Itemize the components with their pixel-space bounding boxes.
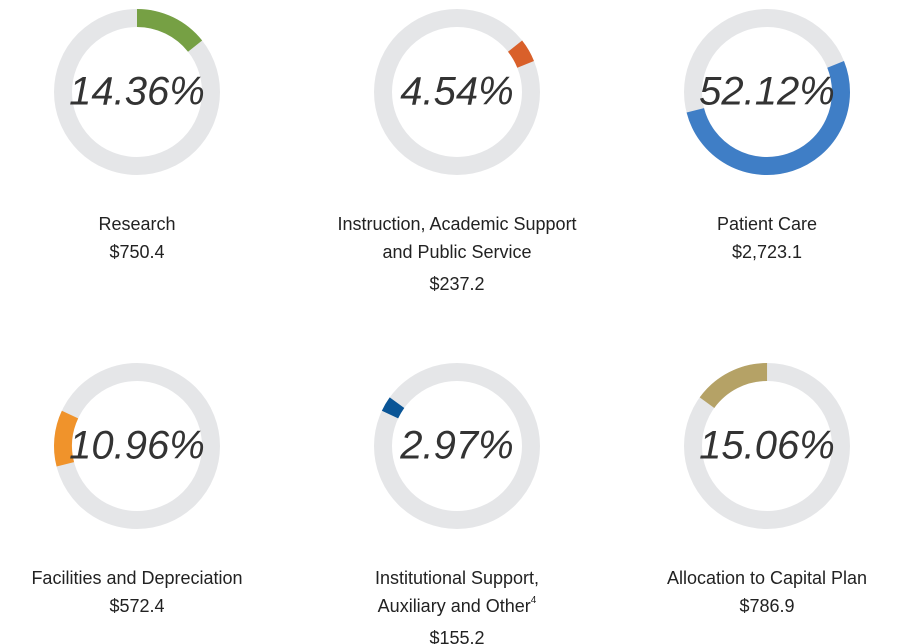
amount-label: $572.4 [109,596,164,616]
percent-label: 14.36% [69,70,205,114]
category-label: and Public Service [382,242,531,262]
category-label: Facilities and Depreciation [31,568,242,588]
donut-track [374,363,540,529]
category-label: Patient Care [717,214,817,234]
label-text: Patient Care [717,214,817,234]
donut-segment [136,9,203,52]
donut-segment [507,40,534,68]
label-text: Facilities and Depreciation [31,568,242,588]
percent-label: 15.06% [699,424,835,468]
footnote-mark: 4 [531,595,537,606]
donut-segment [699,362,768,409]
label-text: Instruction, Academic Support [337,214,576,234]
category-label: Allocation to Capital Plan [667,568,867,588]
amount-label: $155.2 [429,628,484,644]
percent-label: 4.54% [400,70,513,114]
category-label: Instruction, Academic Support [337,214,576,234]
amount-label: $2,723.1 [732,242,802,262]
amount-label: $786.9 [739,596,794,616]
label-text: Research [98,214,175,234]
label-text: Institutional Support, [375,568,539,588]
donut-segment [54,410,79,467]
label-text: Auxiliary and Other [378,596,531,616]
amount-label: $237.2 [429,274,484,294]
percent-label: 52.12% [699,70,835,114]
donut-track [374,9,540,175]
percent-label: 10.96% [69,424,205,468]
label-text: Allocation to Capital Plan [667,568,867,588]
category-label: Institutional Support, [375,568,539,588]
donut-segment [381,397,405,419]
category-label: Research [98,214,175,234]
label-text: and Public Service [382,242,531,262]
category-label: Auxiliary and Other4 [378,595,537,616]
percent-label: 2.97% [399,424,513,468]
donut-segment [686,60,850,175]
amount-label: $750.4 [109,242,164,262]
